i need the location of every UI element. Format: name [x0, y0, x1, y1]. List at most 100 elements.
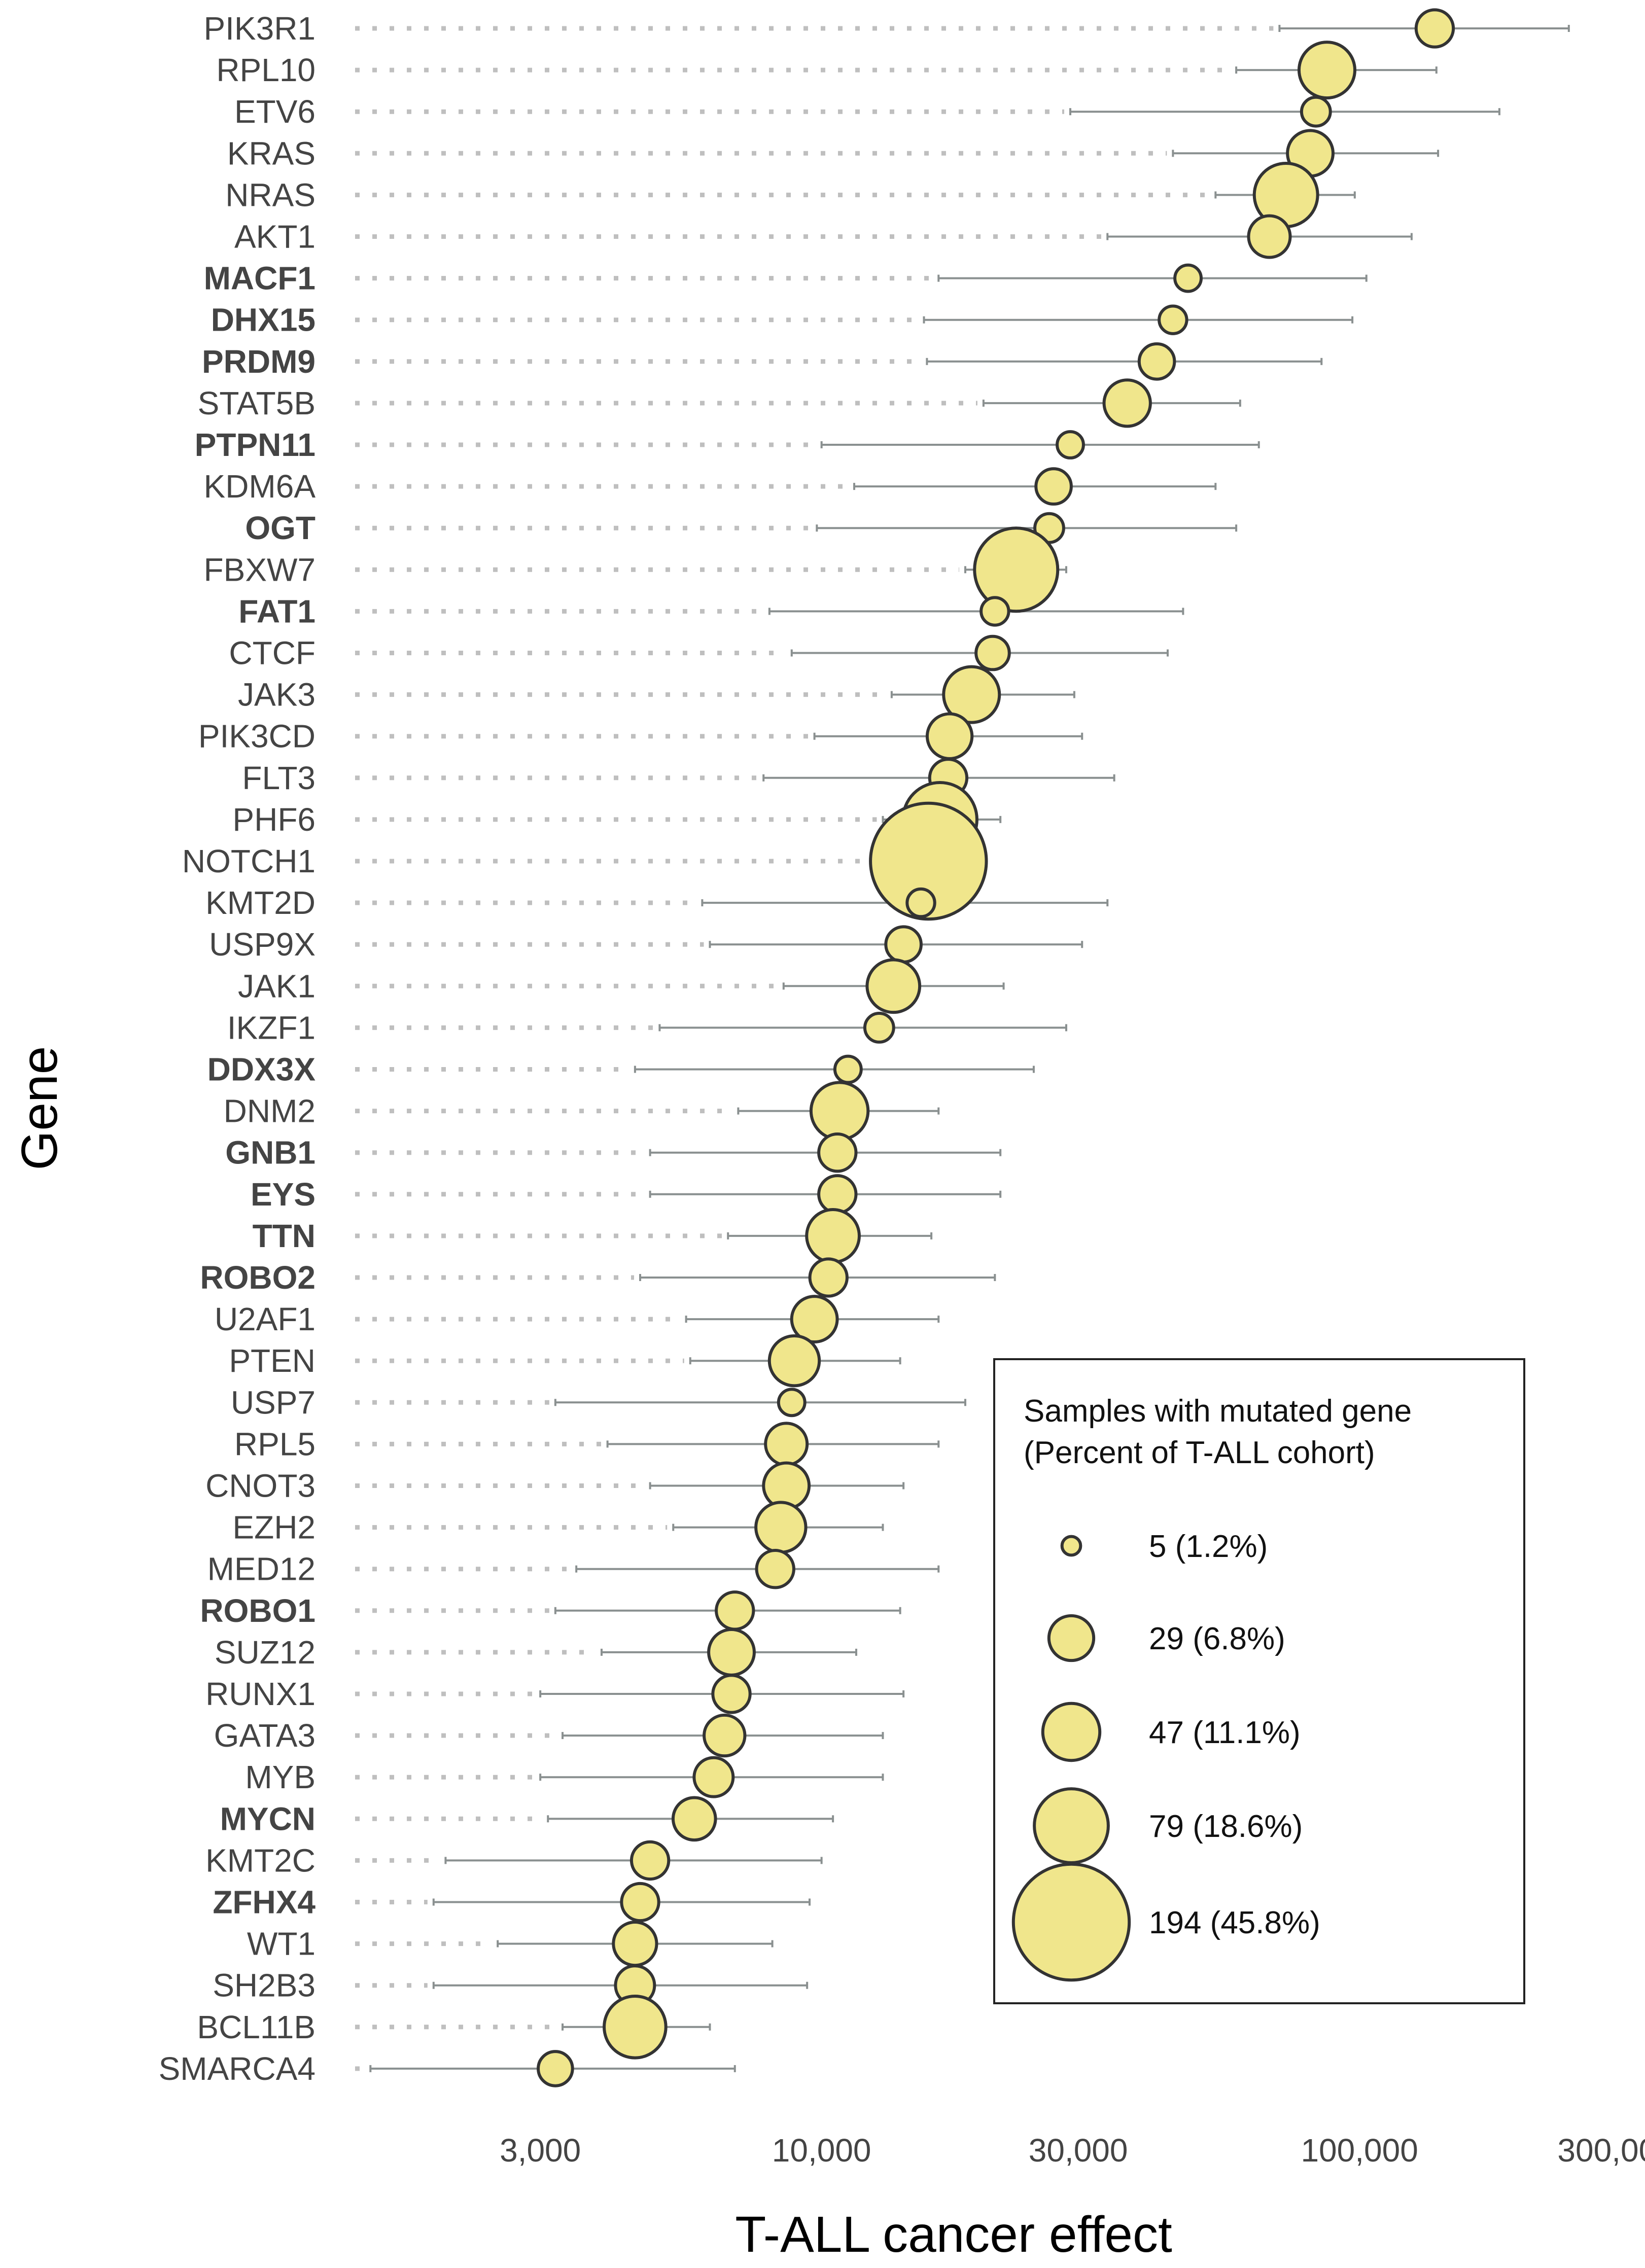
- legend-point-47: [1041, 1702, 1102, 1762]
- gene-label-rpl5: RPL5: [234, 1426, 316, 1462]
- gene-label-usp7: USP7: [231, 1384, 316, 1421]
- gene-label-fat1: FAT1: [238, 593, 316, 629]
- gene-label-kmt2c: KMT2C: [205, 1842, 316, 1879]
- x-tick-label-300000: 300,000: [1557, 2132, 1645, 2169]
- gene-label-dnm2: DNM2: [224, 1093, 316, 1129]
- gene-label-kmt2d: KMT2D: [205, 884, 316, 921]
- gene-label-akt1: AKT1: [234, 219, 316, 255]
- point-gnb1: [817, 1132, 858, 1173]
- point-prdm9: [1137, 342, 1176, 381]
- point-pik3r1: [1414, 8, 1455, 49]
- gene-label-ttn: TTN: [253, 1218, 316, 1254]
- gene-label-robo1: ROBO1: [200, 1592, 316, 1629]
- legend-label-194: 194 (45.8%): [1149, 1905, 1320, 1940]
- gene-label-macf1: MACF1: [204, 260, 316, 297]
- gene-label-bcl11b: BCL11B: [197, 2009, 316, 2045]
- gene-label-gnb1: GNB1: [225, 1135, 316, 1171]
- point-ctcf: [974, 634, 1011, 671]
- x-tick-label-10000: 10,000: [772, 2132, 871, 2169]
- point-kdm6a: [1034, 467, 1073, 506]
- gene-label-runx1: RUNX1: [205, 1676, 316, 1712]
- gene-label-robo2: ROBO2: [200, 1259, 316, 1296]
- point-kmt2c: [629, 1840, 671, 1881]
- gene-label-flt3: FLT3: [242, 760, 316, 796]
- x-axis-ticks: 3,000 10,000 30,000 100,000 300,000: [500, 2132, 1645, 2169]
- gene-label-dhx15: DHX15: [211, 302, 316, 338]
- gene-label-mycn: MYCN: [220, 1800, 316, 1837]
- point-ikzf1: [863, 1011, 895, 1044]
- point-runx1: [711, 1674, 752, 1714]
- point-suz12: [707, 1627, 756, 1677]
- point-wt1: [612, 1920, 658, 1967]
- gene-label-pik3r1: PIK3R1: [203, 10, 316, 47]
- legend-point-79: [1033, 1787, 1110, 1864]
- gene-label-rpl10: RPL10: [216, 52, 316, 88]
- point-rpl5: [764, 1422, 809, 1467]
- gene-label-wt1: WT1: [247, 1926, 316, 1962]
- gene-label-jak3: JAK3: [238, 677, 316, 713]
- gene-label-kras: KRAS: [227, 135, 316, 171]
- gene-label-ddx3x: DDX3X: [207, 1051, 316, 1088]
- gene-label-prdm9: PRDM9: [202, 343, 316, 380]
- gene-label-fbxw7: FBXW7: [204, 551, 316, 588]
- legend-label-5: 5 (1.2%): [1149, 1529, 1268, 1564]
- point-pten: [767, 1334, 821, 1388]
- point-med12: [755, 1549, 795, 1589]
- gene-label-stat5b: STAT5B: [198, 385, 316, 421]
- point-notch1: [869, 801, 988, 921]
- point-myb: [692, 1756, 735, 1798]
- y-axis-title: Gene: [11, 1046, 68, 1171]
- point-gata3: [703, 1713, 747, 1758]
- gene-label-suz12: SUZ12: [215, 1634, 316, 1671]
- point-kmt2d: [905, 887, 936, 918]
- point-fbxw7: [973, 526, 1060, 613]
- point-fat1: [979, 596, 1010, 627]
- gene-label-pik3cd: PIK3CD: [198, 718, 316, 755]
- point-etv6: [1300, 95, 1332, 128]
- gene-label-smarca4: SMARCA4: [159, 2050, 316, 2087]
- legend-point-194: [1011, 1862, 1131, 1982]
- x-tick-label-100000: 100,000: [1301, 2132, 1418, 2169]
- gene-label-ezh2: EZH2: [232, 1509, 316, 1546]
- gene-label-ctcf: CTCF: [229, 635, 316, 671]
- x-axis-title: T-ALL cancer effect: [735, 2206, 1172, 2263]
- point-robo1: [715, 1590, 755, 1631]
- point-mycn: [671, 1796, 717, 1842]
- data-points: [537, 8, 1455, 2087]
- gene-label-ogt: OGT: [245, 510, 316, 546]
- gene-label-ptpn11: PTPN11: [195, 427, 316, 463]
- gene-label-pten: PTEN: [229, 1342, 316, 1379]
- point-dnm2: [809, 1081, 870, 1141]
- gene-label-sh2b3: SH2B3: [213, 1967, 316, 2004]
- legend-title-line2: (Percent of T-ALL cohort): [1024, 1435, 1375, 1470]
- point-pik3cd: [925, 712, 974, 760]
- point-u2af1: [790, 1295, 839, 1344]
- legend-label-29: 29 (6.8%): [1149, 1621, 1285, 1656]
- gene-label-gata3: GATA3: [214, 1717, 316, 1754]
- point-usp7: [777, 1388, 807, 1418]
- legend-title-line1: Samples with mutated gene: [1024, 1394, 1412, 1429]
- dotted-guides: [355, 26, 1274, 2071]
- gene-label-myb: MYB: [245, 1759, 316, 1795]
- point-zfhx4: [620, 1882, 660, 1923]
- gene-label-med12: MED12: [207, 1551, 316, 1587]
- legend: Samples with mutated gene (Percent of T-…: [993, 1358, 1525, 2004]
- point-bcl11b: [603, 1994, 668, 2060]
- gene-label-phf6: PHF6: [232, 801, 316, 838]
- point-stat5b: [1102, 378, 1152, 428]
- point-robo2: [808, 1257, 849, 1298]
- gene-label-kdm6a: KDM6A: [204, 468, 316, 505]
- gene-label-ikzf1: IKZF1: [227, 1009, 316, 1046]
- point-ptpn11: [1056, 430, 1085, 459]
- point-ezh2: [754, 1501, 808, 1554]
- gene-label-zfhx4: ZFHX4: [213, 1884, 316, 1921]
- point-rpl10: [1297, 41, 1356, 100]
- legend-point-5: [1060, 1535, 1082, 1557]
- gene-label-usp9x: USP9X: [209, 926, 316, 963]
- gene-label-notch1: NOTCH1: [182, 843, 316, 879]
- x-tick-label-30000: 30,000: [1029, 2132, 1128, 2169]
- gene-label-u2af1: U2AF1: [215, 1301, 316, 1337]
- point-usp9x: [884, 925, 923, 964]
- gene-labels: PIK3R1 RPL10 ETV6 KRAS NRAS AKT1 MACF1 DHX15 PRD…: [159, 10, 316, 2087]
